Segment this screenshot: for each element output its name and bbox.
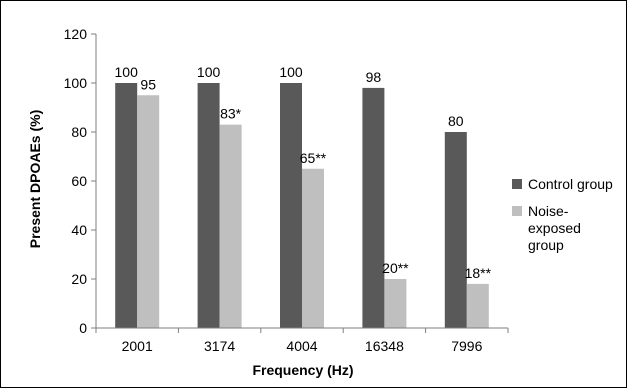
- x-tick-label-16348: 16348: [365, 338, 404, 354]
- y-tick-label: 80: [71, 124, 87, 140]
- data-label-control-3174: 100: [197, 64, 221, 80]
- legend-label-noise-exposed: Noise-exposed group: [528, 203, 581, 253]
- axes: [95, 34, 509, 333]
- legend-swatch-noise-exposed: [512, 206, 522, 216]
- data-label-noise-exposed-2001: 95: [140, 76, 156, 92]
- y-tick-label: 40: [71, 222, 87, 238]
- y-tick-label: 0: [79, 320, 87, 336]
- legend: Control group Noise-exposed group: [512, 176, 613, 253]
- legend-label-control: Control group: [528, 176, 613, 192]
- legend-swatch-control: [512, 179, 522, 189]
- x-axis-tick-labels: 2001 3174 4004 16348 7996: [122, 338, 483, 354]
- bar-control-2001: [115, 83, 138, 328]
- bar-control-3174: [197, 83, 220, 328]
- data-label-noise-exposed-3174: 83*: [220, 106, 242, 122]
- bars: [115, 83, 489, 329]
- bar-noise-exposed-4004: [302, 168, 324, 328]
- data-label-noise-exposed-7996: 18**: [465, 265, 492, 281]
- data-label-control-7996: 80: [448, 113, 464, 129]
- x-tick-label-3174: 3174: [204, 338, 235, 354]
- data-label-noise-exposed-16348: 20**: [382, 260, 409, 276]
- bar-control-16348: [362, 87, 385, 329]
- bar-control-4004: [280, 83, 302, 328]
- x-tick-label-2001: 2001: [122, 338, 153, 354]
- y-tick-label: 120: [64, 26, 88, 42]
- x-axis-title: Frequency (Hz): [252, 362, 353, 378]
- y-tick-label: 60: [71, 173, 87, 189]
- data-label-control-16348: 98: [366, 69, 382, 85]
- y-axis-title: Present DPOAEs (%): [27, 110, 43, 248]
- bar-noise-exposed-7996: [466, 283, 489, 328]
- data-label-noise-exposed-4004: 65**: [300, 150, 327, 166]
- bar-noise-exposed-2001: [137, 95, 160, 328]
- x-tick-label-7996: 7996: [451, 338, 482, 354]
- x-tick-label-4004: 4004: [286, 338, 317, 354]
- data-label-control-2001: 100: [115, 64, 139, 80]
- bar-noise-exposed-3174: [219, 124, 242, 329]
- y-tick-label: 100: [64, 75, 88, 91]
- bar-control-7996: [444, 132, 467, 328]
- bar-noise-exposed-16348: [384, 279, 407, 328]
- data-label-control-4004: 100: [279, 64, 303, 80]
- y-tick-label: 20: [71, 271, 87, 287]
- y-axis-ticks: 0 20 40 60 80 100 120: [64, 26, 96, 336]
